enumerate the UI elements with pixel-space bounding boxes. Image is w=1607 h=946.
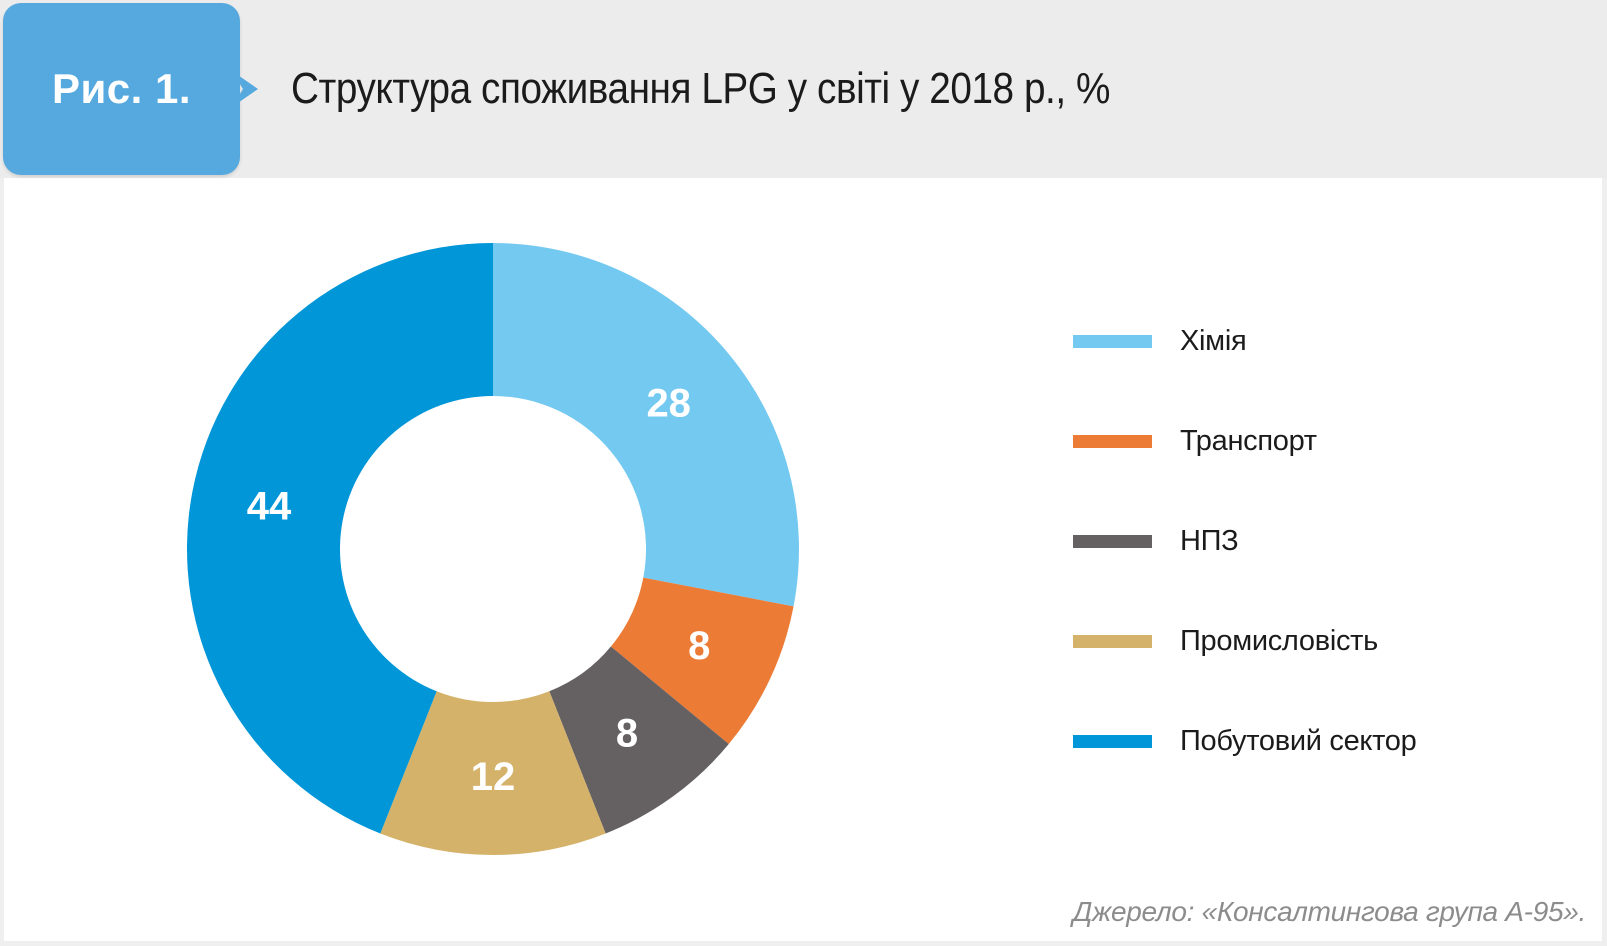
legend-swatch: [1073, 334, 1152, 348]
legend-label: Хімія: [1180, 324, 1247, 357]
legend-swatch: [1073, 734, 1152, 748]
legend-item: Хімія: [1073, 321, 1416, 361]
page-border-bottom: [0, 941, 1607, 946]
source-note: Джерело: «Консалтингова група А-95».: [1072, 896, 1587, 927]
figure-header: Рис. 1. Структура споживання LPG у світі…: [0, 0, 1607, 178]
page-border-right: [1602, 178, 1607, 946]
legend-item: Промисловість: [1073, 621, 1416, 661]
legend-item: Побутовий сектор: [1073, 721, 1417, 761]
page-border-left: [0, 178, 4, 946]
figure-number-label: Рис. 1.: [51, 65, 192, 112]
segment-value-label: 8: [688, 624, 710, 668]
figure-title: Структура споживання LPG у світі у 2018 …: [291, 64, 1111, 113]
pie-segment: [187, 243, 493, 834]
segment-value-label: 28: [646, 382, 691, 426]
legend-label: Промисловість: [1180, 624, 1378, 657]
segment-value-label: 8: [616, 712, 638, 756]
legend-label: НПЗ: [1180, 524, 1239, 557]
legend-swatch: [1073, 434, 1152, 448]
segment-value-label: 44: [247, 484, 292, 528]
legend-label: Побутовий сектор: [1180, 724, 1417, 757]
segment-value-label: 12: [471, 755, 516, 799]
legend-swatch: [1073, 634, 1152, 648]
legend-label: Транспорт: [1180, 424, 1317, 457]
legend-item: Транспорт: [1073, 421, 1416, 461]
pie-segment: [380, 691, 606, 855]
badge-chevron-right-icon: [232, 71, 258, 107]
chart-legend: Хімія Транспорт НПЗ Промисловість Побутовий …: [1073, 321, 1417, 821]
pie-segment: [493, 243, 800, 607]
figure-number-badge: Рис. 1.: [3, 3, 258, 175]
legend-swatch: [1073, 534, 1152, 548]
legend-item: НПЗ: [1073, 521, 1416, 561]
pie-segment: [549, 646, 729, 834]
donut-chart: 28 8 8 12 44: [187, 243, 800, 855]
pie-segment: [610, 577, 794, 745]
